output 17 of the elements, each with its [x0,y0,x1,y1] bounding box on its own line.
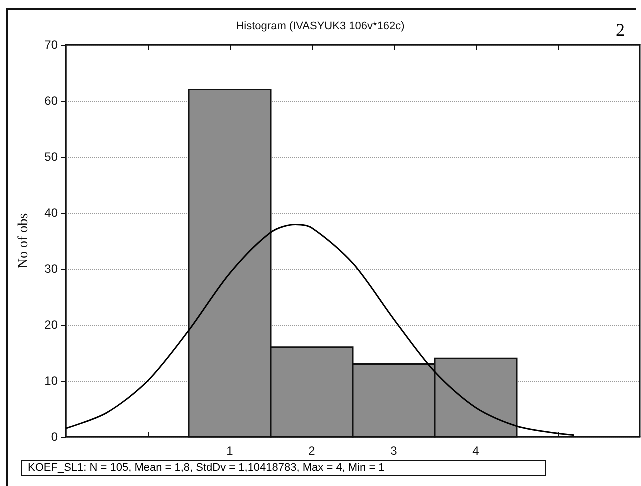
x-tick-label: 4 [472,444,480,458]
y-tick-label: 40 [44,206,58,220]
x-tick-label: 2 [308,444,316,458]
text: 2 [616,20,625,41]
y-tick-label: 20 [44,318,58,332]
y-axis-title: No of obs [16,213,32,269]
y-tick-label: 60 [44,94,58,108]
y-tick-label: 30 [44,262,58,276]
y-tick-label: 70 [44,38,58,52]
line-series [65,224,576,436]
chart-title: Histogram (IVASYUK3 106v*162c) [236,20,405,32]
x-tick-label: 3 [390,444,398,458]
text: KOEF_SL1: N = 105, Mean = 1,8, StdDv = 1,10418783, Max = 4, Min = 1 [21,460,546,476]
y-tick-label: 0 [51,430,58,444]
x-tick-label: 1 [226,444,234,458]
y-tick-label: 50 [44,150,58,164]
y-tick-label: 10 [44,374,58,388]
